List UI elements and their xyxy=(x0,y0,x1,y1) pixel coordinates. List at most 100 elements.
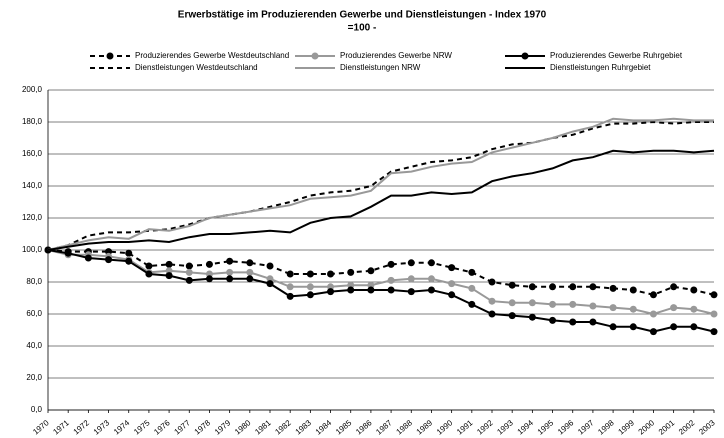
point xyxy=(226,268,234,276)
point xyxy=(649,310,657,318)
point xyxy=(690,286,698,294)
point xyxy=(246,275,254,283)
point xyxy=(549,300,557,308)
x-tick-label: 1972 xyxy=(72,418,92,437)
x-tick-label: 1989 xyxy=(415,418,435,437)
x-tick-label: 1992 xyxy=(475,418,495,437)
point xyxy=(710,310,718,318)
x-tick-label: 1984 xyxy=(314,418,334,437)
point xyxy=(569,300,577,308)
point xyxy=(105,256,113,264)
point xyxy=(165,267,173,275)
x-tick-label: 1982 xyxy=(273,418,293,437)
point xyxy=(670,283,678,291)
x-tick-label: 1991 xyxy=(455,418,475,437)
point xyxy=(306,270,314,278)
point xyxy=(468,300,476,308)
point xyxy=(226,257,234,265)
point xyxy=(125,249,133,257)
point xyxy=(670,323,678,331)
x-tick-label: 2000 xyxy=(637,418,657,437)
legend-label: Produzierendes Gewerbe Ruhrgebiet xyxy=(550,51,683,60)
point xyxy=(387,260,395,268)
x-tick-label: 1990 xyxy=(435,418,455,437)
point xyxy=(670,304,678,312)
point xyxy=(145,270,153,278)
x-tick-label: 1994 xyxy=(516,418,536,437)
point xyxy=(448,264,456,272)
point xyxy=(266,275,274,283)
point xyxy=(407,259,415,267)
point xyxy=(145,262,153,270)
y-tick-label: 60,0 xyxy=(26,309,42,318)
point xyxy=(710,328,718,336)
point xyxy=(508,312,516,320)
point xyxy=(549,283,557,291)
point xyxy=(488,297,496,305)
x-tick-label: 1985 xyxy=(334,418,354,437)
x-tick-label: 1993 xyxy=(495,418,515,437)
point xyxy=(609,284,617,292)
x-tick-label: 1999 xyxy=(616,418,636,437)
point xyxy=(327,288,335,296)
point xyxy=(205,275,213,283)
x-tick-label: 1988 xyxy=(394,418,414,437)
point xyxy=(488,310,496,318)
point xyxy=(64,249,72,257)
point xyxy=(306,291,314,299)
point xyxy=(387,286,395,294)
legend-label: Produzierendes Gewerbe Westdeutschland xyxy=(135,51,289,60)
point xyxy=(609,323,617,331)
point xyxy=(589,283,597,291)
point xyxy=(488,278,496,286)
legend-marker xyxy=(106,52,114,60)
series-line xyxy=(47,149,715,251)
x-tick-label: 2002 xyxy=(677,418,697,437)
x-tick-label: 1975 xyxy=(132,418,152,437)
x-tick-label: 1983 xyxy=(294,418,314,437)
point xyxy=(266,280,274,288)
point xyxy=(165,272,173,280)
y-tick-label: 180,0 xyxy=(22,117,43,126)
chart-subtitle: =100 - xyxy=(348,23,377,34)
point xyxy=(629,305,637,313)
point xyxy=(347,281,355,289)
point xyxy=(528,299,536,307)
x-tick-label: 2003 xyxy=(697,418,717,437)
point xyxy=(549,316,557,324)
y-tick-label: 160,0 xyxy=(22,149,43,158)
point xyxy=(649,291,657,299)
legend-label: Dienstleistungen NRW xyxy=(340,63,421,72)
x-tick-label: 1995 xyxy=(536,418,556,437)
point xyxy=(347,268,355,276)
y-tick-label: 120,0 xyxy=(22,213,43,222)
legend-marker xyxy=(311,52,319,60)
point xyxy=(427,259,435,267)
point xyxy=(468,284,476,292)
x-tick-label: 1971 xyxy=(51,418,71,437)
point xyxy=(448,291,456,299)
point xyxy=(367,286,375,294)
legend-marker xyxy=(521,52,529,60)
y-tick-label: 40,0 xyxy=(26,341,42,350)
point xyxy=(185,268,193,276)
x-tick-label: 1974 xyxy=(112,418,132,437)
point xyxy=(407,288,415,296)
point xyxy=(84,254,92,262)
series-line xyxy=(47,249,715,333)
y-tick-label: 80,0 xyxy=(26,277,42,286)
point xyxy=(246,259,254,267)
x-tick-label: 1976 xyxy=(152,418,172,437)
point xyxy=(266,262,274,270)
x-tick-label: 1998 xyxy=(596,418,616,437)
legend-label: Dienstleistungen Ruhrgebiet xyxy=(550,63,651,72)
x-tick-label: 1980 xyxy=(233,418,253,437)
point xyxy=(205,260,213,268)
point xyxy=(468,268,476,276)
x-tick-label: 1978 xyxy=(193,418,213,437)
point xyxy=(286,283,294,291)
point xyxy=(427,286,435,294)
point xyxy=(367,281,375,289)
y-tick-label: 20,0 xyxy=(26,373,42,382)
y-tick-label: 100,0 xyxy=(22,245,43,254)
